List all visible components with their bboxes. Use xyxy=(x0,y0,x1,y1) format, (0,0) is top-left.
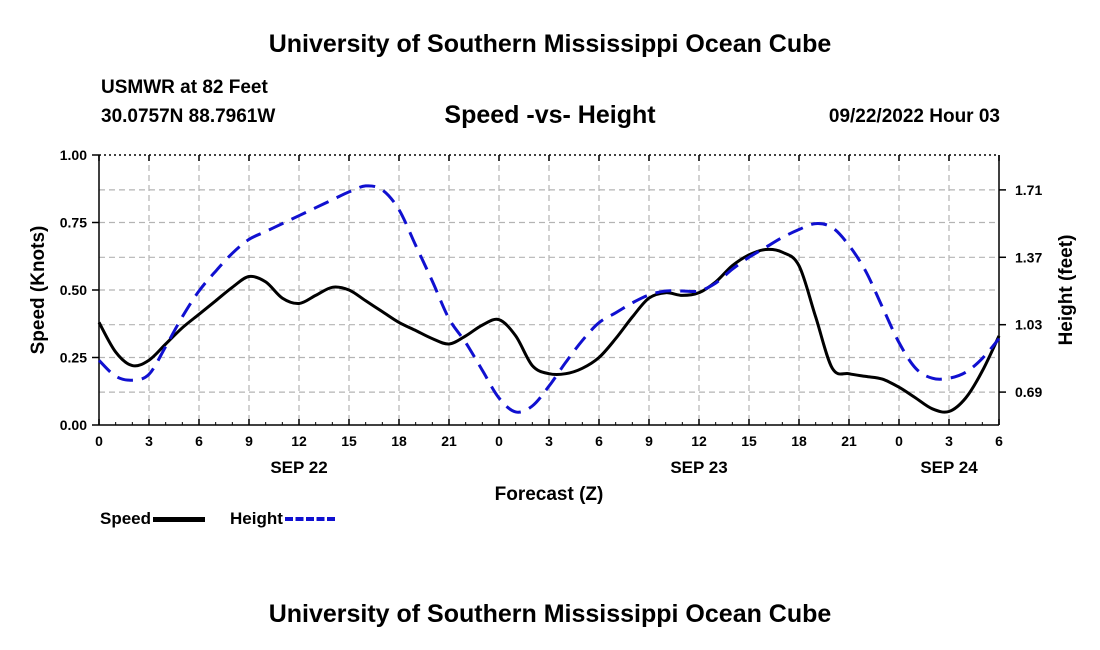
y2-axis-label: Height (feet) xyxy=(1056,235,1077,346)
x-tick-label: 0 xyxy=(895,433,903,449)
chart-title: University of Southern Mississippi Ocean… xyxy=(268,30,832,58)
date-label: SEP 24 xyxy=(920,458,978,477)
y-tick-label: 1.00 xyxy=(60,147,87,163)
coordinates-label: 30.0757N 88.7961W xyxy=(101,106,276,127)
x-tick-label: 18 xyxy=(791,433,807,449)
height-series-line xyxy=(97,184,1001,414)
x-tick-label: 21 xyxy=(441,433,457,449)
station-label: USMWR at 82 Feet xyxy=(101,77,268,98)
x-tick-label: 3 xyxy=(545,433,553,449)
y2-tick-label: 1.37 xyxy=(1015,249,1042,265)
legend-speed-swatch xyxy=(153,516,206,522)
x-tick-label: 18 xyxy=(391,433,407,449)
y2-tick-label: 1.03 xyxy=(1015,317,1042,333)
x-tick-label: 15 xyxy=(741,433,757,449)
forecast-date-label: 09/22/2022 Hour 03 xyxy=(828,106,1000,127)
date-label: SEP 22 xyxy=(270,458,327,477)
x-tick-label: 6 xyxy=(195,433,203,449)
date-label: SEP 23 xyxy=(670,458,727,477)
x-tick-label: 3 xyxy=(945,433,953,449)
legend-speed: Speed xyxy=(100,509,206,529)
y-axis-label: Speed (Knots) xyxy=(28,226,49,355)
legend-height-label: Height xyxy=(230,509,283,528)
chart-subtitle: Speed -vs- Height xyxy=(444,101,656,129)
y2-tick-label: 1.71 xyxy=(1015,182,1042,198)
y-tick-label: 0.75 xyxy=(60,215,87,231)
x-tick-label: 9 xyxy=(645,433,653,449)
x-tick-label: 3 xyxy=(145,433,153,449)
x-tick-label: 21 xyxy=(841,433,857,449)
y2-tick-label: 0.69 xyxy=(1015,384,1042,400)
y-tick-label: 0.00 xyxy=(60,417,87,433)
x-tick-label: 0 xyxy=(495,433,503,449)
x-tick-label: 15 xyxy=(341,433,357,449)
x-tick-label: 0 xyxy=(95,433,103,449)
x-tick-label: 12 xyxy=(291,433,307,449)
x-tick-label: 12 xyxy=(691,433,707,449)
y-tick-label: 0.50 xyxy=(60,282,87,298)
legend-speed-label: Speed xyxy=(100,509,152,528)
x-tick-label: 9 xyxy=(245,433,253,449)
x-axis-label: Forecast (Z) xyxy=(495,484,604,505)
y-tick-label: 0.25 xyxy=(60,350,87,366)
speed-series-line xyxy=(97,247,1001,414)
legend-height: Height xyxy=(230,509,335,529)
x-tick-label: 6 xyxy=(995,433,1003,449)
x-tick-label: 6 xyxy=(595,433,603,449)
legend-height-swatch xyxy=(284,517,335,521)
footer-title: University of Southern Mississippi Ocean… xyxy=(268,600,832,628)
